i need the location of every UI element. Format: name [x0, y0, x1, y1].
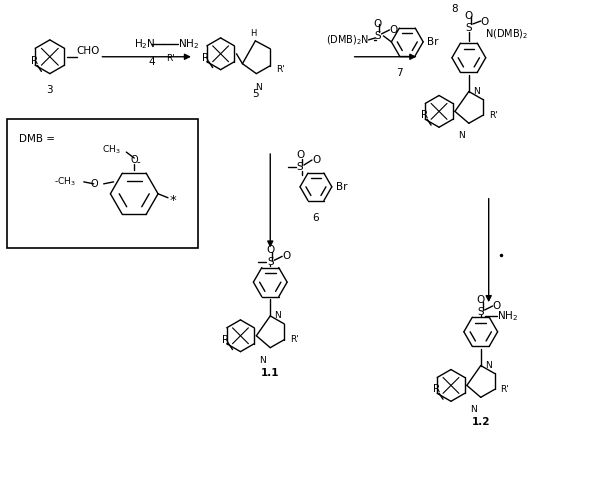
Text: O: O — [465, 11, 473, 21]
Text: 6: 6 — [313, 213, 319, 223]
Text: NH$_2$: NH$_2$ — [178, 37, 199, 51]
Text: H: H — [250, 29, 256, 38]
Text: 7: 7 — [396, 68, 403, 78]
Text: N: N — [259, 356, 266, 365]
Text: O: O — [266, 246, 274, 255]
Text: CH$_3$: CH$_3$ — [102, 144, 121, 156]
Text: NH$_2$: NH$_2$ — [497, 309, 518, 323]
Text: R: R — [433, 384, 439, 394]
Text: -CH$_3$: -CH$_3$ — [54, 176, 76, 188]
Text: O: O — [493, 301, 501, 311]
Text: R': R' — [501, 385, 509, 394]
Text: O: O — [312, 155, 320, 165]
Bar — [7, 119, 198, 249]
Text: H$_2$N: H$_2$N — [134, 37, 156, 51]
Text: N: N — [485, 361, 491, 370]
Text: R: R — [420, 110, 428, 120]
Text: N: N — [274, 311, 281, 320]
Text: 1.1: 1.1 — [261, 368, 280, 378]
Text: (DMB)$_2$N: (DMB)$_2$N — [326, 33, 370, 47]
Text: S: S — [466, 23, 472, 33]
Text: S: S — [477, 307, 484, 317]
Text: N: N — [470, 405, 477, 414]
Text: R': R' — [276, 65, 285, 74]
Text: O: O — [282, 251, 291, 261]
Text: DMB =: DMB = — [19, 134, 55, 144]
Text: R': R' — [290, 335, 299, 344]
Text: 4: 4 — [149, 57, 155, 67]
Text: N: N — [255, 82, 262, 92]
Text: R': R' — [489, 111, 498, 120]
Text: R': R' — [166, 54, 176, 63]
Text: N(DMB)$_2$: N(DMB)$_2$ — [485, 27, 528, 41]
Text: 1.2: 1.2 — [471, 417, 490, 427]
Text: O: O — [477, 295, 485, 305]
Text: N: N — [473, 87, 480, 96]
Text: 5: 5 — [252, 88, 259, 98]
Text: R: R — [202, 52, 209, 62]
Text: CHO: CHO — [76, 46, 100, 56]
Text: O: O — [90, 179, 98, 189]
Text: -: - — [136, 157, 140, 167]
Text: O: O — [296, 150, 304, 160]
Text: Br: Br — [336, 182, 347, 192]
Text: O: O — [389, 25, 398, 35]
Text: S: S — [267, 257, 274, 267]
Text: O: O — [130, 155, 138, 165]
Text: 3: 3 — [47, 84, 53, 94]
Text: O: O — [481, 17, 489, 27]
Text: S: S — [374, 31, 381, 41]
Text: 8: 8 — [451, 4, 458, 14]
Text: O: O — [373, 19, 382, 29]
Text: S: S — [297, 162, 304, 172]
Text: N: N — [458, 131, 465, 140]
Text: Br: Br — [427, 37, 439, 47]
Text: R: R — [31, 56, 38, 66]
Text: *: * — [170, 194, 176, 207]
Text: R: R — [222, 335, 229, 345]
